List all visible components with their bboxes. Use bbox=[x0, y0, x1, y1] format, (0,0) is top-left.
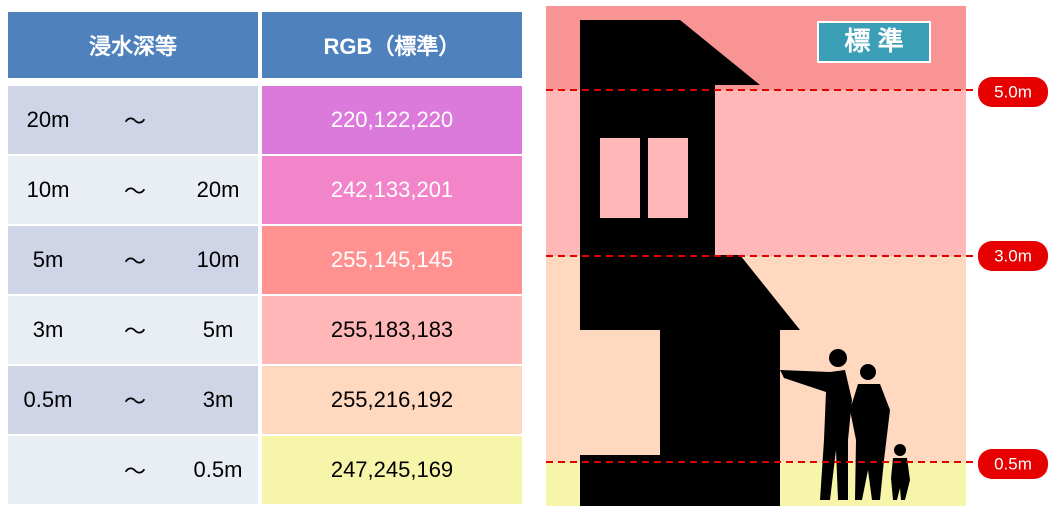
window bbox=[648, 138, 688, 218]
rgb-cell: 255,145,145 bbox=[262, 226, 522, 294]
rgb-cell: 220,122,220 bbox=[262, 86, 522, 154]
depth-sep: ～ bbox=[123, 459, 147, 484]
depth-from: 3m bbox=[32, 317, 64, 342]
level-label: 0.5m bbox=[994, 454, 1032, 473]
depth-cell: 0.5m ～ 3m bbox=[8, 366, 258, 434]
level-pill bbox=[978, 77, 1048, 107]
depth-cell: 20m ～ bbox=[8, 86, 258, 154]
rgb-cell: 242,133,201 bbox=[262, 156, 522, 224]
depth-to: 10m bbox=[196, 247, 240, 272]
depth-to: 3m bbox=[202, 387, 234, 412]
level-pill bbox=[978, 241, 1048, 271]
rgb-cell: 255,216,192 bbox=[262, 366, 522, 434]
depth-from: 10m bbox=[26, 177, 70, 202]
depth-sep: ～ bbox=[123, 179, 147, 204]
depth-cell: 10m ～ 20m bbox=[8, 156, 258, 224]
rgb-cell: 247,245,169 bbox=[262, 436, 522, 504]
depth-sep: ～ bbox=[123, 109, 147, 134]
depth-to: 5m bbox=[202, 317, 234, 342]
rgb-cell: 255,183,183 bbox=[262, 296, 522, 364]
depth-cell: 5m ～ 10m bbox=[8, 226, 258, 294]
depth-from: 20m bbox=[26, 107, 70, 132]
level-pill bbox=[978, 449, 1048, 479]
depth-to: 20m bbox=[196, 177, 240, 202]
depth-cell: ～ 0.5m bbox=[8, 436, 258, 504]
level-label: 3.0m bbox=[994, 246, 1032, 265]
depth-sep: ～ bbox=[123, 319, 147, 344]
depth-to: 0.5m bbox=[193, 457, 243, 482]
window bbox=[600, 138, 640, 218]
badge bbox=[817, 21, 931, 63]
level-label: 5.0m bbox=[994, 82, 1032, 101]
people bbox=[780, 349, 910, 500]
depth-from: 0.5m bbox=[23, 387, 73, 412]
header-cell: RGB（標準） bbox=[262, 12, 522, 78]
depth-sep: ～ bbox=[123, 249, 147, 274]
badge-text: 標 準 bbox=[844, 26, 903, 56]
depth-from: 5m bbox=[32, 247, 64, 272]
depth-cell: 3m ～ 5m bbox=[8, 296, 258, 364]
level-labels: 5.0m 3.0m 0.5m bbox=[978, 77, 1048, 479]
header-cell: 浸水深等 bbox=[8, 12, 258, 78]
depth-sep: ～ bbox=[123, 389, 147, 414]
